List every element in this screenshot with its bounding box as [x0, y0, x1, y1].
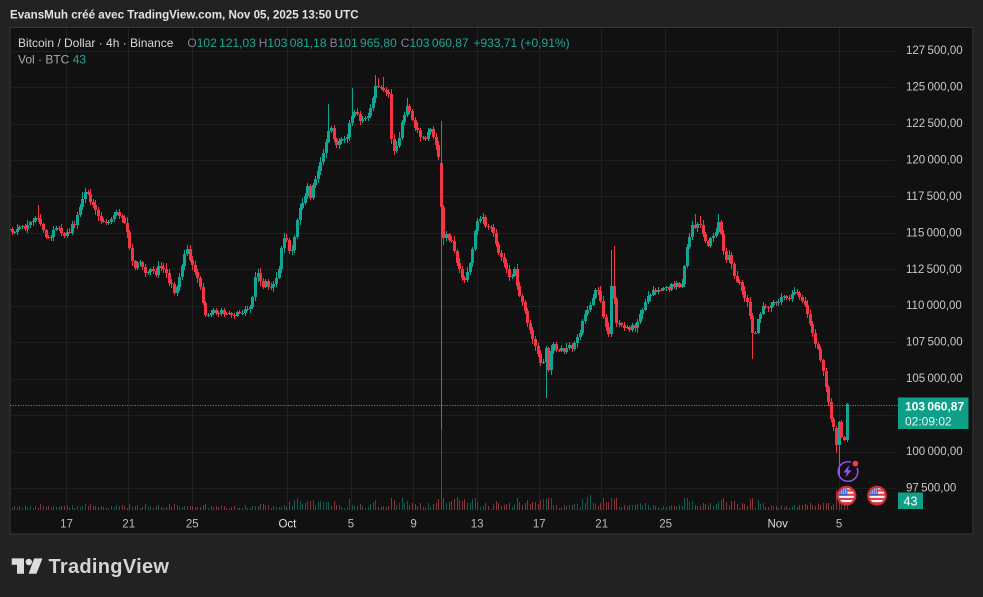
svg-text:5: 5	[348, 519, 354, 531]
svg-text:02:09:02: 02:09:02	[905, 415, 952, 429]
svg-text:110 000,00: 110 000,00	[906, 300, 962, 312]
svg-text:43: 43	[904, 495, 918, 509]
svg-text:107 500,00: 107 500,00	[906, 337, 963, 349]
svg-text:25: 25	[659, 519, 672, 531]
svg-text:TradingView: TradingView	[49, 556, 170, 578]
svg-text:103 060,87: 103 060,87	[905, 400, 964, 414]
svg-text:21: 21	[122, 519, 135, 531]
svg-text:Nov: Nov	[767, 519, 788, 531]
svg-text:100 000,00: 100 000,00	[906, 446, 963, 458]
svg-text:125 000,00: 125 000,00	[906, 82, 963, 94]
svg-text:C103 060,87: C103 060,87	[401, 36, 469, 50]
svg-text:Vol · BTC 43: Vol · BTC 43	[18, 53, 86, 67]
svg-text:13: 13	[471, 519, 484, 531]
svg-text:120 000,00: 120 000,00	[906, 155, 963, 167]
svg-text:112 500,00: 112 500,00	[906, 264, 962, 276]
svg-text:+933,71 (+0,91%): +933,71 (+0,91%)	[474, 36, 570, 50]
svg-text:Bitcoin / Dollar · 4h · Binanc: Bitcoin / Dollar · 4h · Binance	[18, 36, 174, 50]
svg-text:H103 081,18: H103 081,18	[259, 36, 327, 50]
svg-text:105 000,00: 105 000,00	[906, 373, 963, 385]
svg-text:B101 965,80: B101 965,80	[330, 36, 397, 50]
svg-text:17: 17	[533, 519, 546, 531]
svg-text:O102 121,03: O102 121,03	[187, 36, 256, 50]
svg-text:EvansMuh créé avec TradingView: EvansMuh créé avec TradingView.com, Nov …	[10, 9, 359, 22]
svg-text:127 500,00: 127 500,00	[906, 45, 963, 57]
svg-text:21: 21	[595, 519, 608, 531]
svg-text:25: 25	[186, 519, 199, 531]
svg-text:97 500,00: 97 500,00	[906, 483, 956, 495]
svg-text:115 000,00: 115 000,00	[906, 227, 962, 239]
svg-text:Oct: Oct	[278, 519, 297, 531]
svg-text:117 500,00: 117 500,00	[906, 191, 962, 203]
svg-text:5: 5	[836, 519, 842, 531]
svg-text:9: 9	[410, 519, 416, 531]
svg-text:17: 17	[60, 519, 73, 531]
svg-text:122 500,00: 122 500,00	[906, 118, 963, 130]
